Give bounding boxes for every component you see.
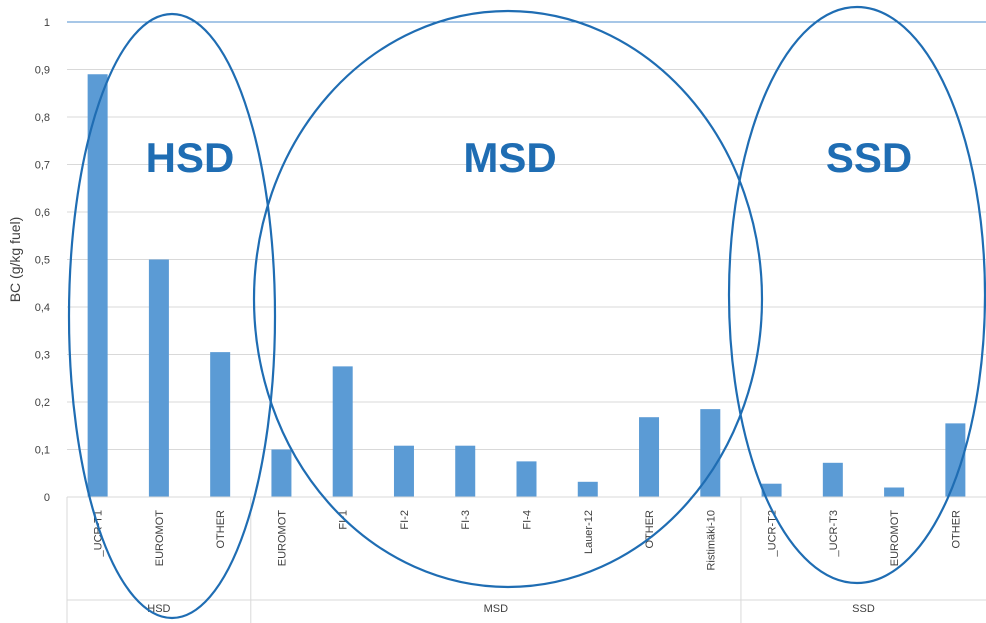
bar [884,487,905,497]
category-label: _UCR-T3 [828,510,840,557]
bar [210,352,231,497]
category-label: FI-3 [460,510,472,530]
y-tick-label: 0 [44,492,50,504]
bar [393,445,414,497]
bars [87,74,966,497]
annotation-label: SSD [826,134,912,181]
bar [148,259,169,497]
bar [577,481,598,497]
category-label: EUROMOT [154,510,166,567]
y-axis-ticks: 0 0,1 0,2 0,3 0,4 0,5 0,6 0,7 0,8 0,9 1 [35,17,50,504]
group-label: SSD [852,603,875,615]
bar [455,445,476,497]
y-tick-label: 0,2 [35,397,50,409]
group-ellipse [252,9,764,589]
y-tick-label: 0,9 [35,65,50,77]
y-tick-label: 1 [44,17,50,29]
bar [516,461,537,497]
bar [332,366,353,497]
bar [822,462,843,497]
group-annotations: HSD MSD SSD [146,134,913,181]
bar [700,409,721,497]
bar [945,423,966,497]
group-ellipse [67,12,277,620]
bar [271,449,292,497]
category-label: EUROMOT [889,510,901,567]
bar [761,483,782,497]
category-labels: _UCR-T1 EUROMOT OTHER EUROMOT FI-1 FI-2 FI-3 FI… [93,510,963,571]
group-ellipses [67,5,986,620]
gridlines [67,21,986,450]
bar [639,417,660,497]
group-label: MSD [484,603,509,615]
y-tick-label: 0,7 [35,160,50,172]
category-label: OTHER [215,510,227,549]
y-tick-label: 0,5 [35,255,50,267]
category-label: EUROMOT [276,510,288,567]
axis-lines [66,496,986,623]
y-tick-label: 0,6 [35,207,50,219]
y-axis-label: BC (g/kg fuel) [7,217,23,303]
category-label: OTHER [950,510,962,549]
category-label: OTHER [644,510,656,549]
group-label: HSD [147,603,170,615]
group-ellipse [727,5,986,585]
y-tick-label: 0,1 [35,445,50,457]
category-label: FI-4 [522,510,534,530]
y-tick-label: 0,8 [35,112,50,124]
category-label: Ristimäki-10 [705,510,717,571]
annotation-label: HSD [146,134,235,181]
group-labels: HSD MSD SSD [147,603,875,615]
category-label: _UCR-T2 [767,510,779,557]
y-tick-label: 0,3 [35,350,50,362]
category-label: Lauer-12 [583,510,595,554]
bar [87,74,108,497]
y-tick-label: 0,4 [35,302,50,314]
annotation-label: MSD [463,134,556,181]
category-label: FI-2 [399,510,411,530]
